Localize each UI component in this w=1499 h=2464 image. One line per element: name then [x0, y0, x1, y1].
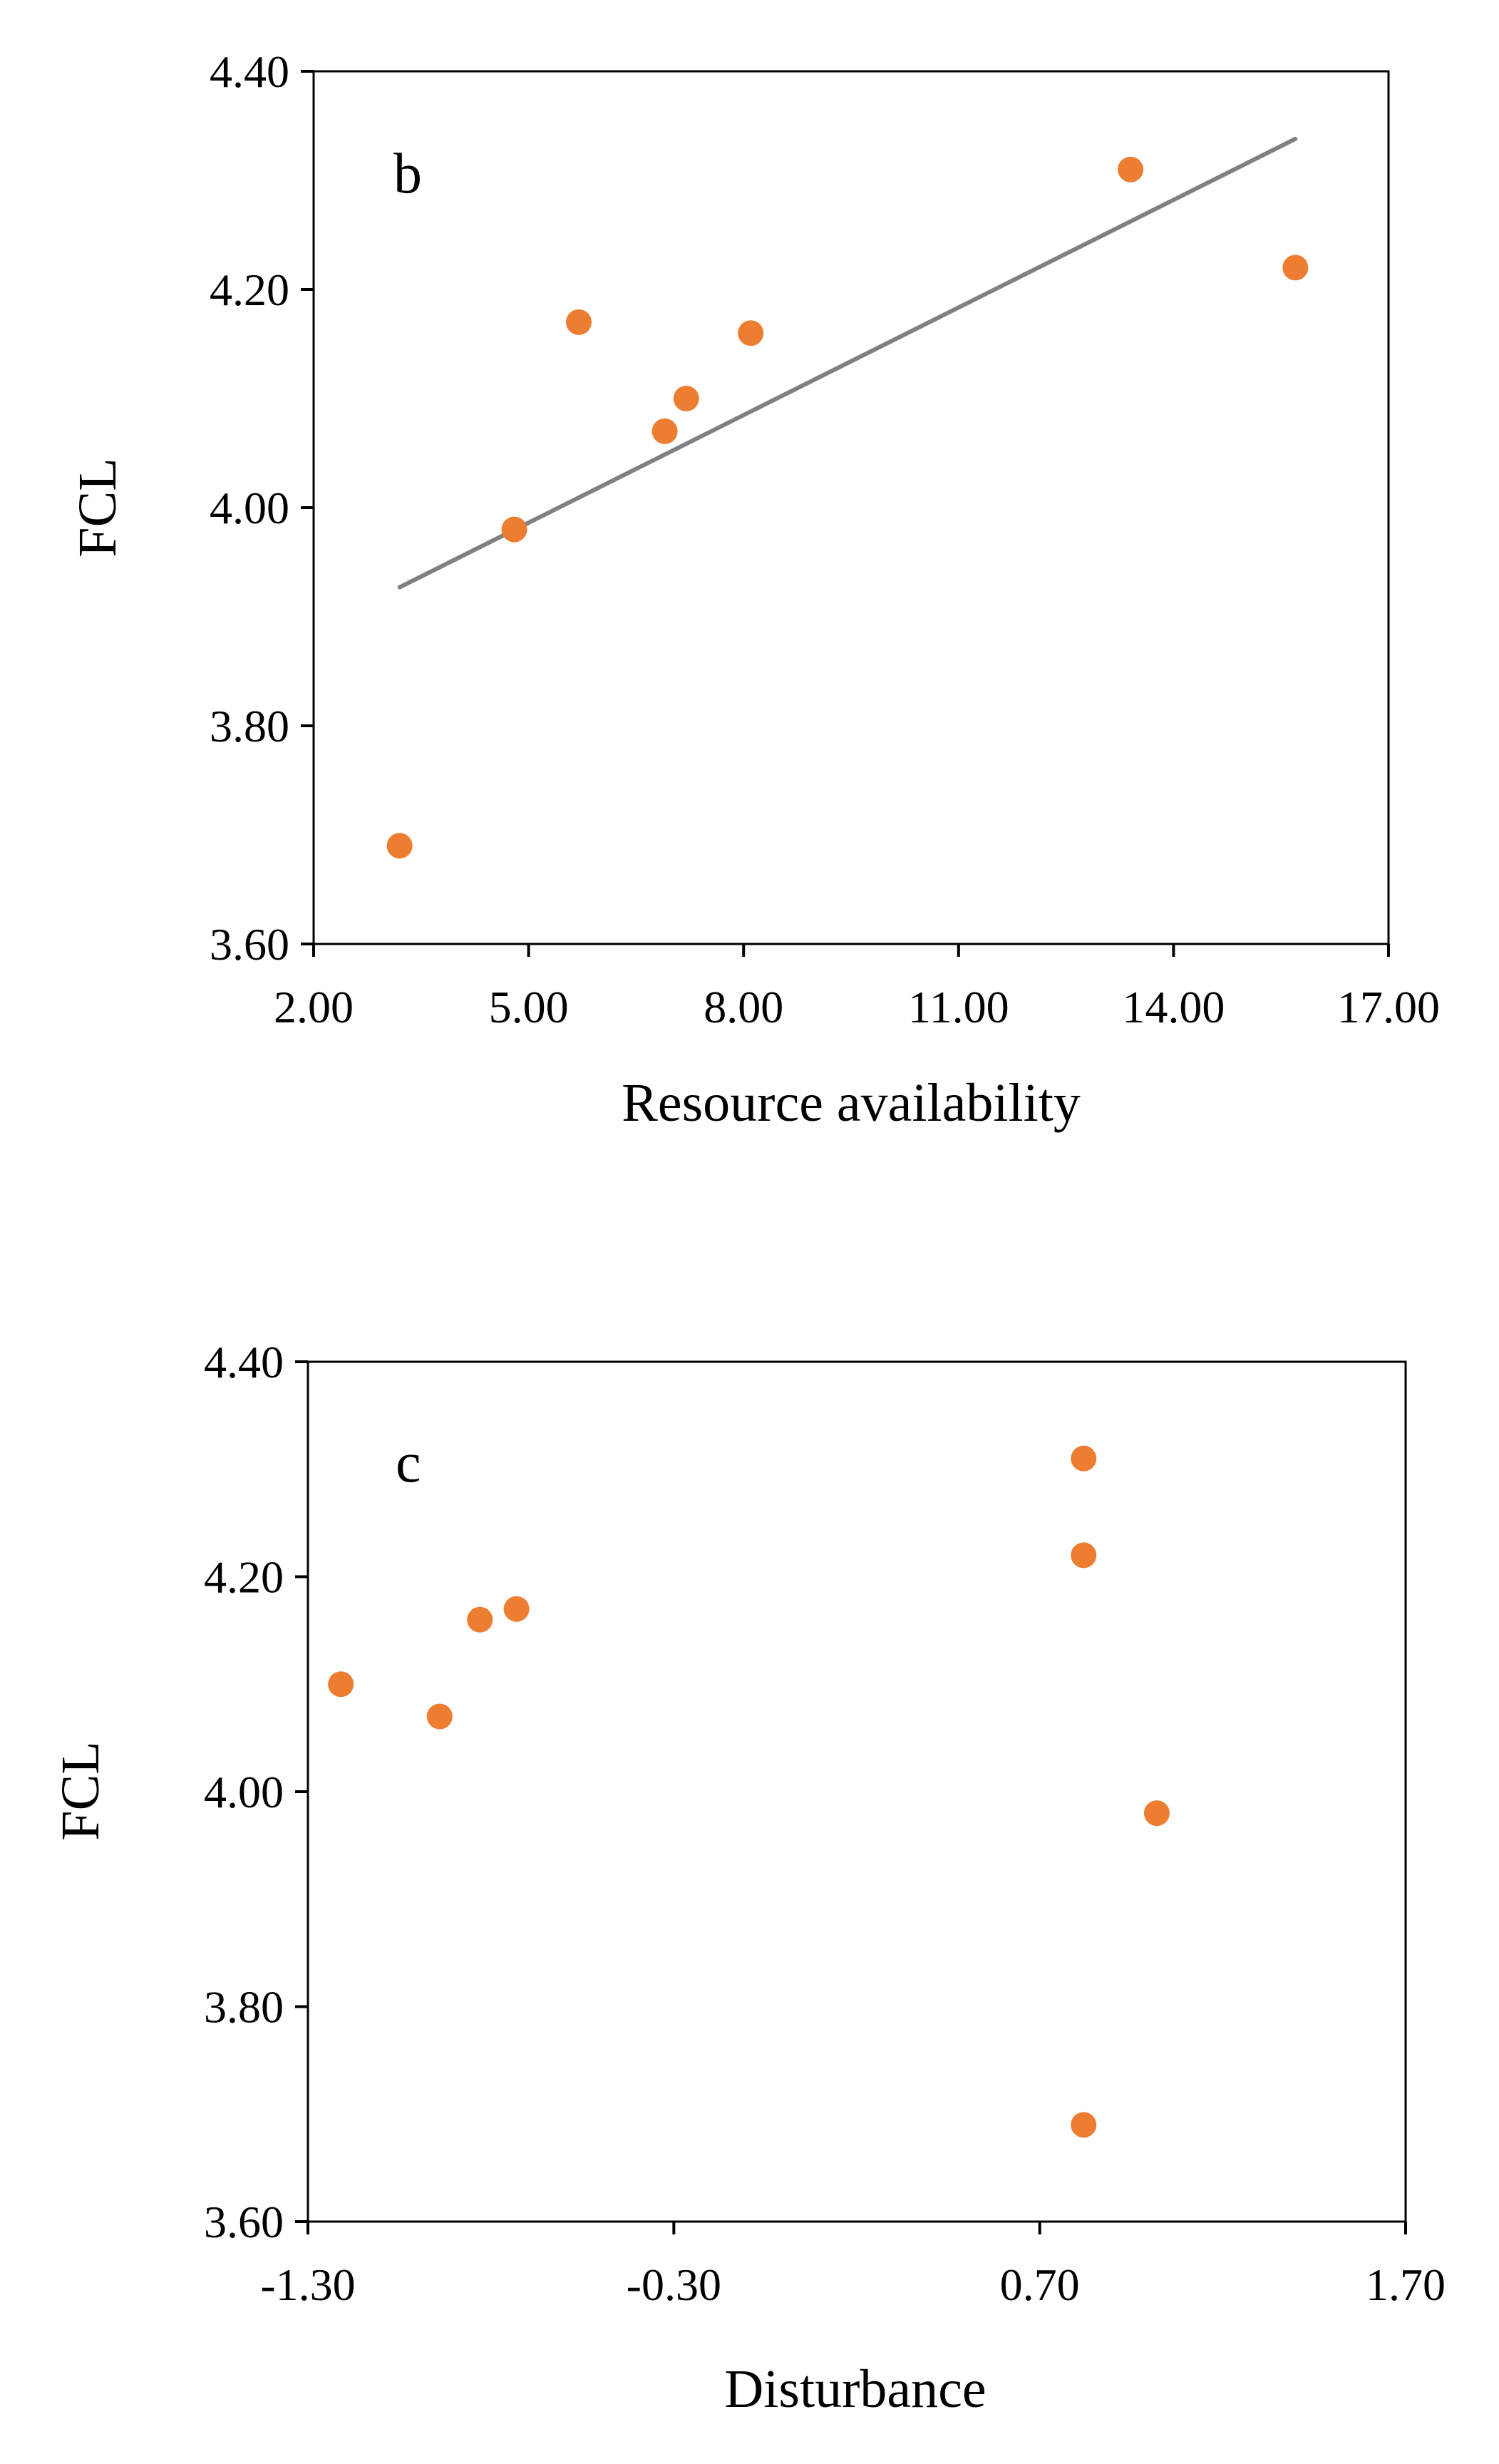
panel-c-data-point: [503, 1596, 530, 1622]
panel-c-marks: 4.40 4.20 4.00 3.80 3.60 -1.30 -0.30 0.70 1.70: [204, 1337, 1446, 2310]
panel-c-y-tick-label: 4.20: [204, 1552, 284, 1603]
panel-c-y-tick-label: 4.40: [204, 1337, 284, 1387]
panel-b-y-axis-title: FCL: [68, 458, 128, 557]
panel-c-letter: c: [396, 1432, 421, 1494]
panel-b-data-point: [565, 309, 592, 335]
panel-b-plot-frame: [312, 70, 1390, 945]
panel-b-data-point: [651, 418, 678, 444]
panel-b-data-point: [1282, 255, 1309, 281]
panel-b-y-tick-label: 4.00: [210, 483, 289, 533]
panel-c-x-tick-label: -1.30: [260, 2259, 355, 2310]
panel-c-y-tick-label: 4.00: [204, 1767, 284, 1817]
panel-b-x-axis-title: Resource availability: [622, 1073, 1081, 1133]
panel-b-data-point: [386, 833, 413, 859]
panel-b-x-tick-label: 5.00: [489, 982, 569, 1032]
panel-b-letter: b: [393, 143, 422, 205]
panel-b-data-point: [673, 386, 699, 411]
panel-c-data-point: [467, 1606, 493, 1633]
panel-c-data-point: [1143, 1800, 1170, 1827]
panel-c-data-point: [426, 1703, 453, 1730]
panel-b-trendline: [397, 136, 1298, 590]
panel-c-x-tick-label: 1.70: [1366, 2259, 1446, 2310]
panel-c-x-tick-label: -0.30: [627, 2259, 721, 2310]
panel-c-x-tick-label: 0.70: [1000, 2259, 1080, 2310]
panel-b-y-tick-label: 3.80: [210, 701, 289, 751]
panel-b-chart: 4.40 4.20 4.00 3.80 3.60 2.00 5.00 8.00 11.00 14.…: [68, 46, 1440, 1133]
panel-b-x-tick-label: 17.00: [1337, 982, 1440, 1032]
panel-b-x-tick-label: 2.00: [274, 982, 354, 1032]
panel-c-x-axis-title: Disturbance: [724, 2359, 986, 2419]
panel-b-y-tick-label: 4.40: [210, 46, 289, 97]
panel-b-data-point: [1118, 156, 1144, 183]
panel-c-y-axis-title: FCL: [51, 1741, 110, 1840]
panel-c-data-point: [1071, 2112, 1097, 2138]
panel-c-plot-frame: [307, 1360, 1407, 2223]
panel-b-y-tick-label: 4.20: [210, 265, 289, 315]
panel-b-x-tick-label: 14.00: [1122, 982, 1225, 1032]
panel-b-data-point: [501, 516, 527, 543]
panel-b-data-point: [738, 320, 764, 346]
panel-c-y-tick-label: 3.80: [204, 1982, 284, 2033]
panel-c-data-point: [1071, 1542, 1097, 1569]
panel-c-chart: 4.40 4.20 4.00 3.80 3.60 -1.30 -0.30 0.70 1.70 c…: [51, 1337, 1446, 2419]
panel-b-marks: 4.40 4.20 4.00 3.80 3.60 2.00 5.00 8.00 11.00 14.…: [210, 46, 1440, 1032]
panel-c-data-point: [1071, 1445, 1097, 1472]
panel-b-x-tick-label: 8.00: [704, 982, 783, 1032]
panel-b-x-tick-label: 11.00: [908, 982, 1009, 1032]
panel-c-data-point: [328, 1671, 354, 1698]
panel-b-y-tick-label: 3.60: [210, 919, 289, 970]
panel-c-y-tick-label: 3.60: [204, 2197, 284, 2247]
